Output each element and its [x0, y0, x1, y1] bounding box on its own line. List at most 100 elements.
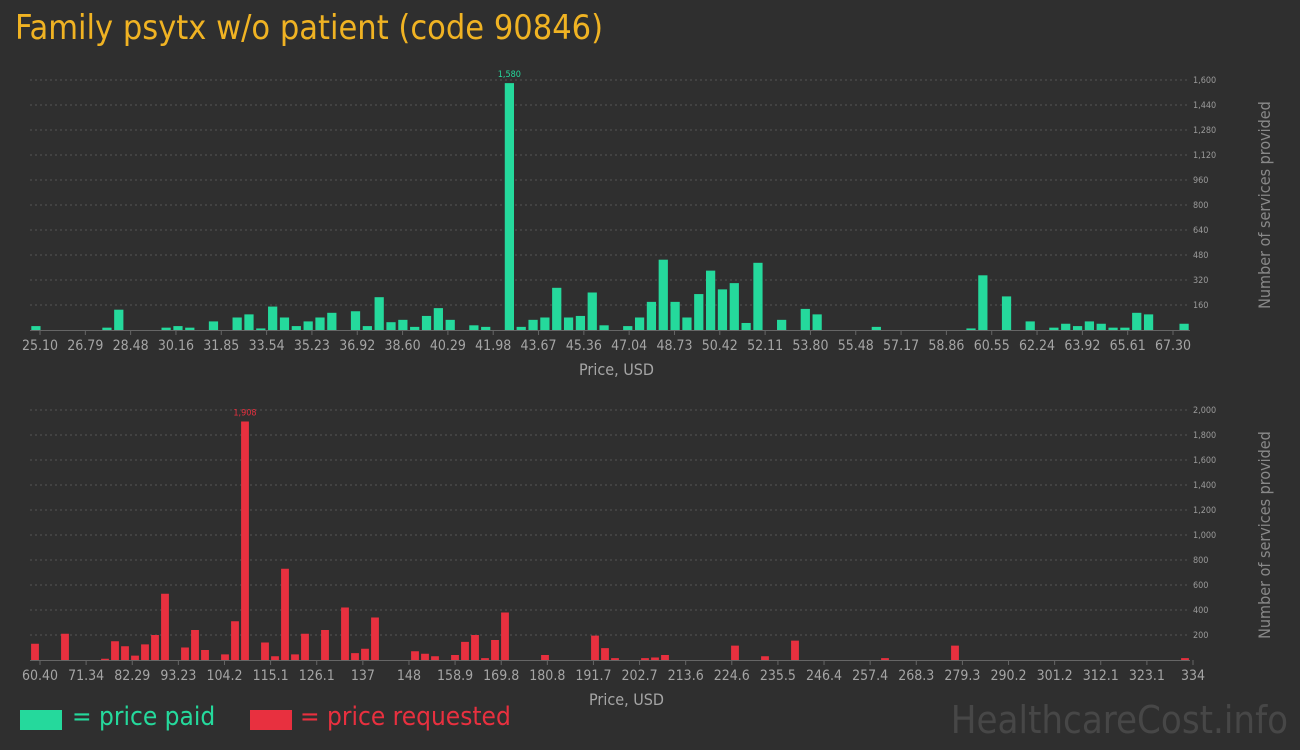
- bar: [281, 568, 289, 660]
- requested-price-chart: 200 400 600 800 1,000 1,200 1,400 1,600 1,800 2,0…: [22, 406, 1274, 709]
- bar: [374, 297, 384, 330]
- x-tick-label: 53.80: [792, 338, 828, 354]
- bar: [634, 317, 645, 330]
- y-tick-label: 640: [1193, 226, 1208, 236]
- bar: [1143, 314, 1154, 330]
- bar: [753, 262, 763, 330]
- bar: [451, 655, 459, 660]
- bar: [661, 655, 669, 660]
- bar: [731, 645, 739, 660]
- bar: [268, 306, 278, 330]
- bar: [881, 658, 889, 660]
- bar: [361, 648, 369, 660]
- bar: [1120, 327, 1130, 330]
- bar: [623, 326, 633, 330]
- bar: [291, 326, 301, 330]
- bar: [741, 322, 751, 330]
- x-tick-label: 33.54: [249, 338, 285, 354]
- x-tick-label: 55.48: [838, 338, 874, 354]
- x-tick-label: 301.2: [1037, 668, 1073, 684]
- bar: [1072, 326, 1083, 330]
- x-tick-label: 158.9: [437, 668, 473, 684]
- bar: [516, 326, 526, 330]
- x-tick-label: 279.3: [944, 668, 980, 684]
- x-tick-label: 115.1: [253, 668, 289, 684]
- max-value-label: 1,580: [498, 70, 521, 80]
- bar: [362, 326, 372, 330]
- x-tick-label: 62.24: [1019, 338, 1055, 354]
- bar: [121, 646, 129, 660]
- bar: [386, 322, 396, 330]
- bar: [445, 319, 455, 330]
- x-tick-label: 28.48: [113, 338, 149, 354]
- bar: [471, 635, 479, 660]
- x-tick-label: 82.29: [114, 668, 150, 684]
- x-tick-label: 58.86: [928, 338, 964, 354]
- y-tick-label: 320: [1193, 276, 1208, 286]
- x-tick-label: 235.5: [760, 668, 796, 684]
- bar: [1096, 323, 1106, 330]
- bar: [261, 642, 269, 660]
- y-tick-label: 1,800: [1193, 431, 1216, 441]
- bar: [599, 325, 609, 330]
- bar: [398, 319, 408, 330]
- bar: [791, 640, 799, 660]
- legend-label-requested: = price requested: [300, 702, 511, 732]
- bar: [1061, 323, 1071, 330]
- bar: [658, 259, 668, 330]
- x-tick-label: 36.92: [339, 338, 375, 354]
- bar: [431, 656, 439, 660]
- x-tick-label: 334: [1181, 668, 1205, 684]
- bar: [1108, 327, 1118, 330]
- y-tick-label: 400: [1193, 606, 1208, 616]
- bar: [114, 309, 124, 330]
- bar: [301, 633, 309, 660]
- x-tick-label: 30.16: [158, 338, 194, 354]
- bar: [321, 630, 329, 660]
- x-tick-label: 71.34: [68, 668, 104, 684]
- bar: [111, 641, 119, 660]
- bar: [279, 317, 290, 330]
- bar: [181, 647, 189, 660]
- x-axis-label: Price, USD: [589, 690, 664, 709]
- bar: [151, 635, 159, 660]
- y-tick-label: 960: [1193, 176, 1208, 186]
- legend-label-paid: = price paid: [72, 702, 216, 732]
- bar: [327, 312, 337, 330]
- bar: [351, 653, 359, 660]
- y-tick-label: 480: [1193, 251, 1208, 261]
- bar: [504, 83, 515, 330]
- bar: [421, 653, 429, 660]
- bar: [244, 314, 254, 330]
- legend-swatch-paid: [20, 710, 62, 730]
- x-tick-label: 180.8: [529, 668, 565, 684]
- bar: [433, 308, 443, 330]
- bar: [461, 641, 469, 660]
- bar: [131, 655, 139, 660]
- x-tick-label: 35.23: [294, 338, 330, 354]
- x-tick-label: 57.17: [883, 338, 919, 354]
- x-tick-label: 52.11: [747, 338, 783, 354]
- y-tick-label: 1,280: [1193, 126, 1216, 136]
- bar: [491, 640, 499, 660]
- y-tick-label: 200: [1193, 631, 1208, 641]
- bar: [694, 294, 704, 330]
- x-tick-label: 93.23: [160, 668, 196, 684]
- x-tick-label: 45.36: [566, 338, 602, 354]
- x-tick-label: 31.85: [203, 338, 239, 354]
- bar: [541, 655, 549, 660]
- x-tick-label: 213.6: [668, 668, 704, 684]
- x-tick-label: 41.98: [475, 338, 511, 354]
- bar: [1181, 658, 1189, 660]
- bar: [241, 421, 249, 660]
- y-tick-label: 160: [1193, 301, 1208, 311]
- y-tick-label: 1,600: [1193, 76, 1216, 86]
- x-tick-label: 50.42: [702, 338, 738, 354]
- x-tick-label: 47.04: [611, 338, 647, 354]
- bar: [271, 656, 279, 660]
- watermark: HealthcareCost.info: [950, 698, 1288, 742]
- y-axis-label: Number of services provided: [1255, 431, 1274, 639]
- bar: [411, 651, 419, 660]
- x-tick-label: 26.79: [67, 338, 103, 354]
- max-value-label: 1,908: [233, 409, 256, 419]
